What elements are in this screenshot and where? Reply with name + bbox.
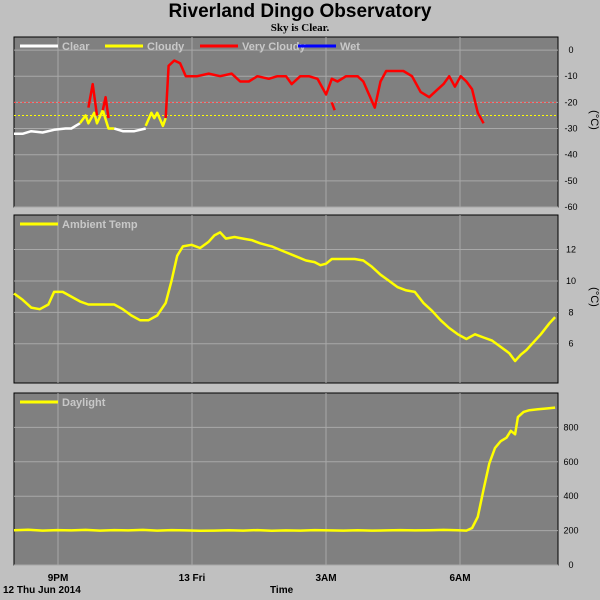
- y-tick-label: -10: [564, 71, 577, 81]
- date-label: 12 Thu Jun 2014: [3, 585, 81, 596]
- plot-background-1: [13, 214, 559, 384]
- legend-label: Very Cloudy: [242, 41, 306, 53]
- y-tick-label: 10: [566, 276, 576, 286]
- x-tick-label: 3AM: [315, 573, 336, 584]
- series-line-ambient-temp: [13, 231, 557, 363]
- y-tick-label: -30: [564, 124, 577, 134]
- y-tick-label: -50: [564, 176, 577, 186]
- y-tick-label: 8: [568, 307, 573, 317]
- x-axis-label: Time: [270, 585, 294, 596]
- series-line-clear: [14, 122, 81, 136]
- y-axis-label: (°C): [588, 110, 600, 130]
- sky-status: Sky is Clear.: [270, 22, 330, 34]
- y-tick-label: 400: [563, 491, 578, 501]
- legend-label: Clear: [62, 41, 90, 53]
- y-tick-label: -20: [564, 97, 577, 107]
- y-tick-label: 12: [566, 245, 576, 255]
- x-tick-label: 13 Fri: [179, 573, 206, 584]
- series-line-cloudy: [144, 111, 167, 128]
- series-line-clear: [113, 127, 146, 133]
- legend-label: Daylight: [62, 397, 106, 409]
- x-tick-label: 9PM: [48, 573, 69, 584]
- y-tick-label: 0: [568, 560, 573, 570]
- y-tick-label: 0: [568, 45, 573, 55]
- legend-label: Cloudy: [147, 41, 185, 53]
- y-tick-label: 6: [568, 339, 573, 349]
- y-tick-label: -60: [564, 202, 577, 212]
- y-axis-label: (°C): [588, 287, 600, 307]
- series-line-very-cloudy: [330, 101, 336, 111]
- y-tick-label: -40: [564, 150, 577, 160]
- series-line-very-cloudy: [164, 59, 485, 124]
- legend-label: Wet: [340, 41, 360, 53]
- series-line-daylight: [13, 406, 556, 533]
- series-line-very-cloudy: [101, 95, 110, 119]
- series-line-very-cloudy: [87, 82, 99, 116]
- y-tick-label: 200: [563, 526, 578, 536]
- y-tick-label: 600: [563, 457, 578, 467]
- plot-background-0: [13, 36, 559, 208]
- y-tick-label: 800: [563, 422, 578, 432]
- plot-background-2: [13, 392, 559, 566]
- page-title: Riverland Dingo Observatory: [168, 1, 432, 22]
- x-tick-label: 6AM: [449, 573, 470, 584]
- series-line-cloudy: [78, 108, 115, 130]
- legend-label: Ambient Temp: [62, 219, 138, 231]
